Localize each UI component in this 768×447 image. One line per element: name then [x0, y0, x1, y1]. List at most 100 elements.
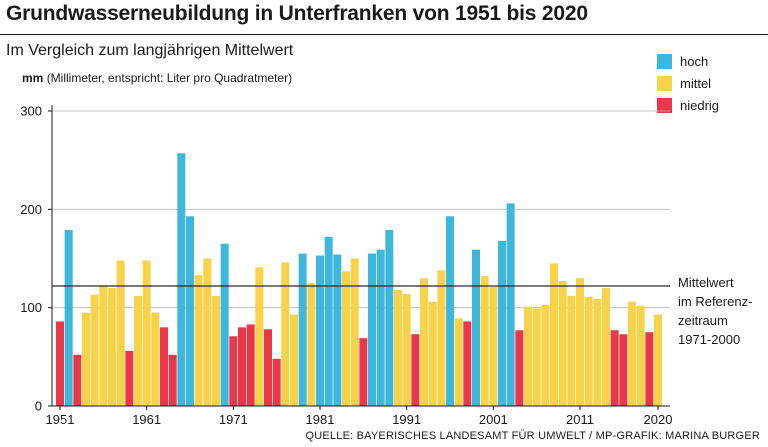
x-tick-label-1981: 1981	[306, 412, 335, 427]
bar-1958	[116, 260, 125, 406]
bar-2005	[524, 306, 532, 406]
legend-item-mittel: mittel	[657, 72, 719, 94]
legend-item-hoch: hoch	[657, 50, 719, 72]
bar-1961	[142, 260, 151, 406]
bar-1985	[350, 258, 359, 406]
legend-label-niedrig: niedrig	[680, 97, 720, 113]
bar-1992	[411, 334, 420, 406]
bar-2020	[654, 314, 662, 406]
bar-2014	[602, 288, 610, 406]
bar-1976	[272, 358, 281, 406]
bar-2012	[584, 296, 593, 406]
x-tick-label-1991: 1991	[392, 412, 421, 427]
bar-1968	[203, 258, 212, 406]
y-axis-unit: mm (Millimeter, entspricht: Liter pro Qu…	[22, 71, 292, 85]
y-tick-label-0: 0	[35, 399, 42, 414]
bar-2003	[506, 203, 515, 406]
bar-1955	[90, 294, 99, 406]
y-tick-label-100: 100	[20, 300, 42, 315]
bar-1991	[402, 293, 411, 406]
bar-2004	[515, 330, 524, 406]
bar-1984	[342, 271, 350, 406]
title-rule	[0, 34, 768, 35]
bar-1996	[446, 216, 454, 406]
bar-1989	[385, 229, 394, 406]
bar-1972	[238, 327, 246, 406]
bar-1987	[368, 253, 376, 406]
bar-1981	[316, 255, 324, 406]
bar-1990	[394, 289, 402, 406]
bar-1969	[212, 295, 220, 406]
legend: hoch mittel niedrig	[657, 50, 719, 116]
bar-1983	[333, 254, 342, 406]
source-credit: QUELLE: BAYERISCHES LANDESAMT FÜR UMWELT…	[305, 430, 760, 442]
bar-1974	[255, 267, 264, 406]
bar-1956	[99, 286, 108, 406]
bar-1963	[160, 327, 168, 406]
bar-1965	[177, 153, 186, 406]
legend-label-hoch: hoch	[680, 53, 709, 69]
y-axis-unit-description: (Millimeter, entspricht: Liter pro Quadr…	[46, 71, 293, 85]
bar-2009	[558, 281, 567, 406]
mean-label-line-1: Mittelwert	[678, 275, 734, 290]
x-tick-labels: 1951 1961 1971 1981 1991 2001 2011 2020	[46, 406, 673, 427]
bar-2018	[636, 305, 645, 406]
bar-1975	[264, 329, 272, 406]
bar-1988	[376, 249, 385, 406]
mean-label: Mittelwert im Referenz- zeitraum 1971-20…	[678, 273, 752, 349]
x-tick-label-2020: 2020	[644, 412, 673, 427]
bar-1998	[463, 321, 472, 406]
bar-2002	[498, 240, 506, 406]
legend-item-niedrig: niedrig	[657, 94, 719, 116]
x-tick-label-1961: 1961	[132, 412, 161, 427]
bar-2013	[593, 298, 602, 406]
bar-1954	[82, 312, 90, 406]
mean-label-line-4: 1971-2000	[678, 332, 741, 347]
axes	[51, 105, 670, 407]
bars	[56, 153, 662, 406]
chart-title: Grundwasserneubildung in Unterfranken vo…	[6, 2, 588, 25]
legend-swatch-mittel	[657, 75, 672, 91]
bar-1967	[194, 275, 203, 406]
legend-swatch-niedrig	[657, 97, 672, 113]
legend-label-mittel: mittel	[680, 75, 712, 91]
x-tick-label-1971: 1971	[219, 412, 248, 427]
mean-label-line-3: zeitraum	[678, 313, 728, 328]
grid-lines	[52, 110, 670, 309]
bar-1986	[359, 338, 368, 406]
bar-2001	[489, 287, 498, 406]
bar-1994	[428, 301, 437, 406]
bar-1971	[229, 336, 238, 406]
x-tick-label-2011: 2011	[566, 412, 594, 427]
bar-2010	[567, 295, 576, 406]
bar-1953	[73, 354, 82, 406]
legend-swatch-hoch	[657, 53, 672, 69]
bar-1980	[307, 283, 316, 406]
bar-1977	[281, 262, 290, 406]
bar-1982	[324, 236, 333, 406]
bar-2019	[645, 332, 654, 406]
bar-1951	[56, 321, 64, 406]
bar-1960	[134, 295, 142, 406]
bar-1993	[420, 278, 428, 406]
bar-1995	[437, 270, 446, 406]
bar-2006	[532, 308, 541, 406]
bar-1999	[472, 249, 480, 406]
bar-2016	[619, 334, 628, 406]
y-axis-unit-abbr: mm	[22, 71, 44, 85]
mean-label-line-2: im Referenz-	[678, 294, 753, 309]
bar-2011	[576, 278, 584, 406]
y-tick-label-200: 200	[20, 202, 42, 217]
bar-2017	[628, 301, 636, 406]
bar-1957	[108, 288, 116, 406]
bar-1997	[454, 318, 463, 406]
bar-2008	[550, 263, 558, 406]
bar-1964	[168, 354, 177, 406]
bar-1959	[125, 350, 134, 406]
bar-2000	[480, 276, 489, 406]
bar-1970	[220, 243, 229, 406]
bar-1979	[298, 253, 307, 406]
bar-2007	[541, 304, 550, 406]
bar-1978	[290, 314, 298, 406]
